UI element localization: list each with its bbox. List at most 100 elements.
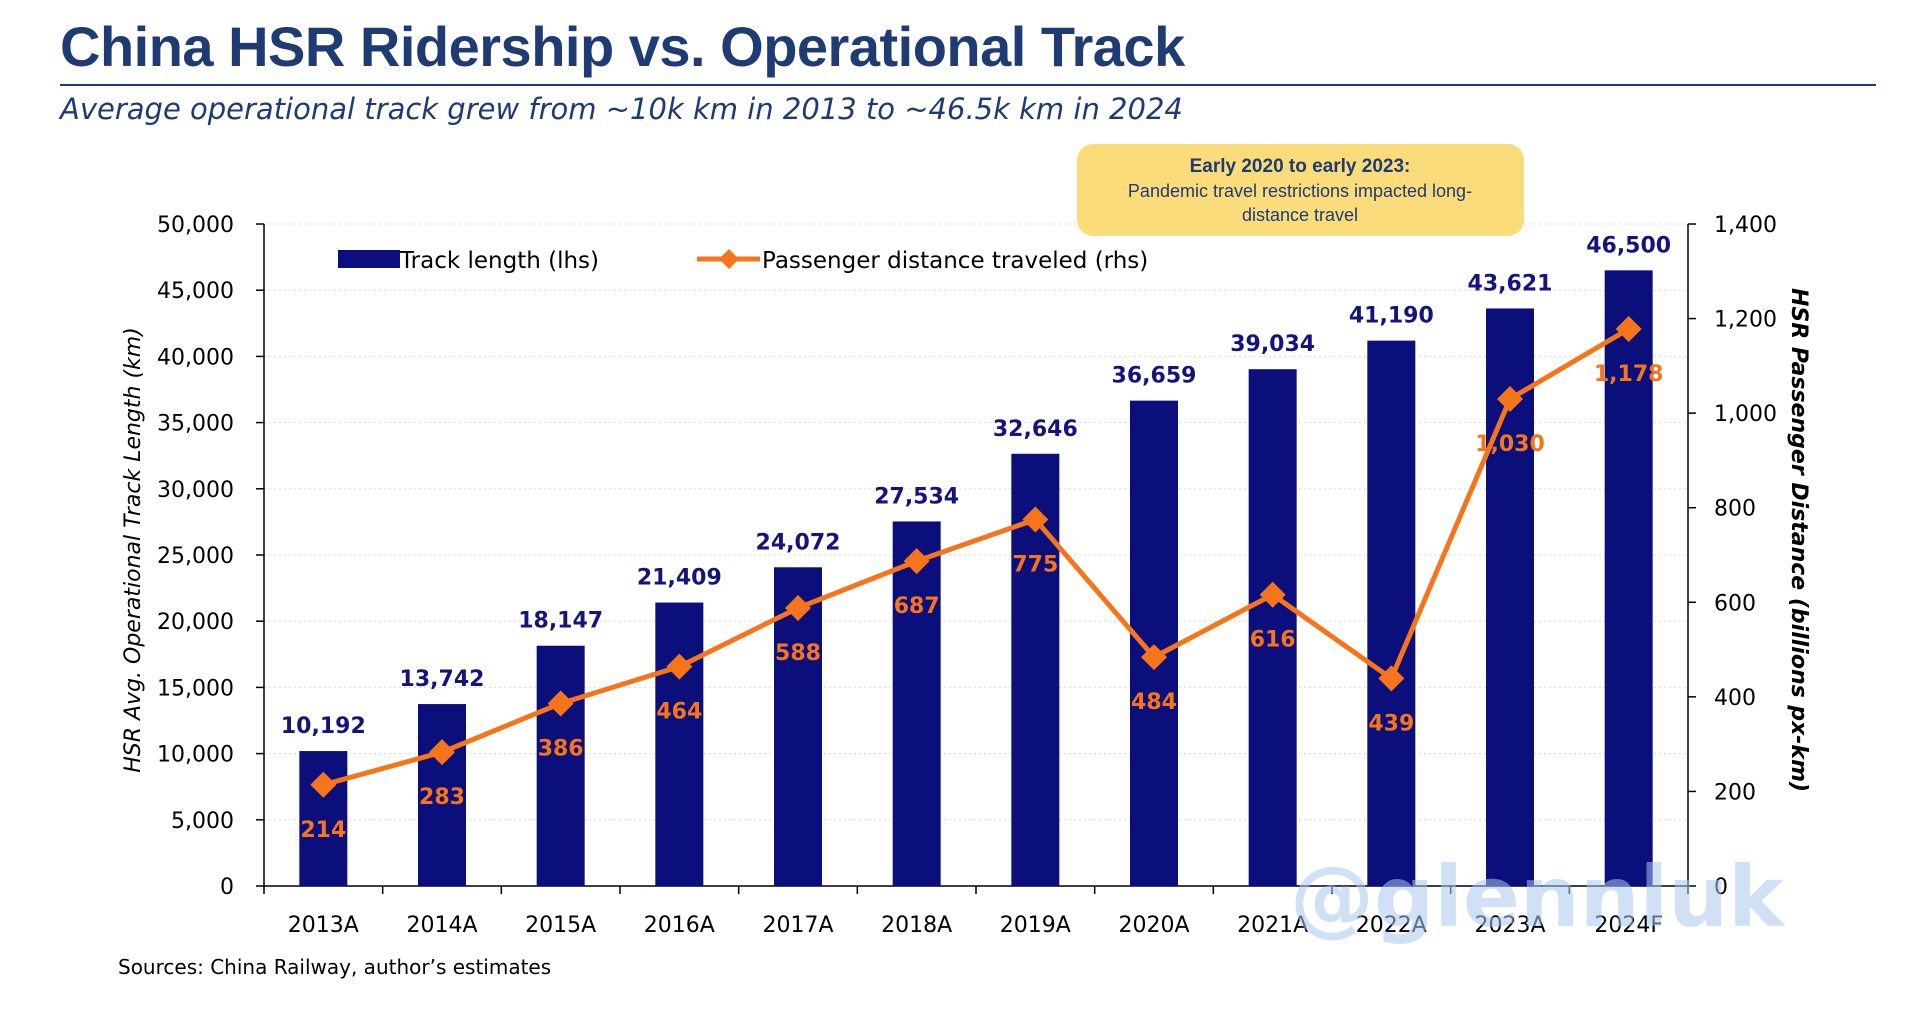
right-tick-label: 800 xyxy=(1714,497,1756,522)
x-tick-label: 2013A xyxy=(288,913,359,938)
line-data-label: 616 xyxy=(1250,628,1296,653)
legend-swatch-track-length xyxy=(338,250,400,268)
right-tick-label: 600 xyxy=(1714,591,1756,616)
line-point-diamond xyxy=(785,594,811,621)
left-tick-label: 50,000 xyxy=(157,213,234,238)
left-y-axis: 0 5,000 10,000 15,000 20,000 25,000 30,000 35,0… xyxy=(157,213,265,900)
right-y-axis: 0 200 400 600 800 1,000 1,200 1,400 xyxy=(1687,213,1777,900)
line-point-diamond xyxy=(1141,644,1167,671)
annotation-line-1: Pandemic travel restrictions impacted lo… xyxy=(1128,181,1472,201)
left-tick-label: 15,000 xyxy=(157,676,234,701)
line-data-label: 775 xyxy=(1012,553,1058,578)
x-tick-label: 2017A xyxy=(762,913,833,938)
bar xyxy=(536,645,585,886)
x-tick-label: 2023A xyxy=(1474,913,1545,938)
bar xyxy=(1130,400,1178,886)
left-tick-label: 30,000 xyxy=(157,478,234,503)
left-tick-label: 10,000 xyxy=(157,743,234,768)
legend-label-passenger-distance: Passenger distance traveled (rhs) xyxy=(762,248,1148,274)
line-point-diamond xyxy=(666,653,693,680)
bar-data-label: 18,147 xyxy=(518,609,603,634)
line-point-diamond xyxy=(310,771,337,798)
line-data-labels: 214 283 386 464 588 687 775 484 616 439 1,030 1,178 xyxy=(300,362,1663,843)
left-tick-label: 45,000 xyxy=(157,279,234,304)
left-tick-label: 25,000 xyxy=(157,544,234,569)
line-point-diamond xyxy=(903,548,930,575)
bar xyxy=(892,521,941,886)
right-tick-label: 1,200 xyxy=(1714,308,1777,333)
annotation-line-2: distance travel xyxy=(1242,205,1358,225)
right-tick-label: 200 xyxy=(1714,780,1756,805)
line-point-diamond xyxy=(547,690,574,717)
bar-data-label: 32,646 xyxy=(993,417,1078,442)
chart-title: China HSR Ridership vs. Operational Trac… xyxy=(60,15,1185,78)
line-data-label: 1,030 xyxy=(1475,432,1545,457)
pandemic-annotation: Early 2020 to early 2023: Pandemic trave… xyxy=(1077,144,1524,236)
bar-data-label: 27,534 xyxy=(874,484,959,509)
bar-data-label: 36,659 xyxy=(1112,364,1197,389)
bar xyxy=(418,704,466,886)
bar xyxy=(1604,270,1653,887)
line-point-diamond xyxy=(1259,581,1286,608)
bar xyxy=(655,602,704,886)
passenger-distance-line xyxy=(322,326,1630,788)
line-data-label: 464 xyxy=(656,700,702,725)
x-tick-label: 2020A xyxy=(1118,913,1189,938)
left-axis-title: HSR Avg. Operational Track Length (km) xyxy=(121,327,146,773)
right-tick-label: 1,000 xyxy=(1714,402,1777,427)
line-data-label: 283 xyxy=(419,785,465,810)
bar xyxy=(1367,340,1416,886)
bar-data-label: 46,500 xyxy=(1586,233,1671,258)
bar xyxy=(1248,369,1297,887)
x-tick-label: 2018A xyxy=(881,913,952,938)
line-series xyxy=(310,315,1642,798)
legend-swatch-diamond xyxy=(719,249,739,269)
left-tick-label: 35,000 xyxy=(157,412,234,437)
left-tick-label: 5,000 xyxy=(171,809,234,834)
line-data-label: 386 xyxy=(538,736,584,761)
x-axis: 2013A 2014A 2015A 2016A 2017A 2018A 2019A 2020A… xyxy=(263,885,1689,938)
bar-data-label: 39,034 xyxy=(1230,332,1315,357)
bar-data-label: 43,621 xyxy=(1468,271,1553,296)
line-data-label: 1,178 xyxy=(1594,362,1664,387)
x-tick-label: 2022A xyxy=(1356,913,1427,938)
title-divider xyxy=(60,84,1876,86)
bar-series xyxy=(299,270,1653,887)
line-data-label: 214 xyxy=(300,818,346,843)
source-note: Sources: China Railway, author’s estimat… xyxy=(118,955,552,979)
right-axis-title: HSR Passenger Distance (billions px-km) xyxy=(1786,288,1811,792)
bar-data-label: 13,742 xyxy=(400,667,485,692)
x-tick-label: 2021A xyxy=(1237,913,1308,938)
line-point-diamond xyxy=(1615,315,1642,342)
bar-data-label: 24,072 xyxy=(756,530,841,555)
line-point-diamond xyxy=(1022,506,1049,533)
bar-data-label: 41,190 xyxy=(1349,304,1434,329)
x-tick-label: 2019A xyxy=(1000,913,1071,938)
right-tick-label: 0 xyxy=(1714,875,1728,900)
legend-label-track-length: Track length (lhs) xyxy=(399,248,599,274)
legend: Track length (lhs) Passenger distance tr… xyxy=(338,248,1148,274)
left-tick-label: 0 xyxy=(220,875,234,900)
bar-data-label: 10,192 xyxy=(281,714,366,739)
line-point-diamond xyxy=(1378,665,1405,692)
right-tick-label: 1,400 xyxy=(1714,213,1777,238)
line-data-label: 588 xyxy=(775,641,821,666)
x-tick-label: 2016A xyxy=(644,913,715,938)
annotation-box xyxy=(1077,144,1524,236)
watermark: @glennluk xyxy=(1290,848,1786,946)
line-point-diamond xyxy=(429,739,455,766)
bar-data-label: 21,409 xyxy=(637,566,722,591)
annotation-heading: Early 2020 to early 2023: xyxy=(1190,156,1411,177)
line-data-label: 439 xyxy=(1368,711,1414,736)
x-tick-label: 2015A xyxy=(525,913,596,938)
bar-data-labels: 10,192 13,742 18,147 21,409 24,072 27,534 32,6… xyxy=(281,233,1671,739)
line-point-diamond xyxy=(1497,385,1523,412)
gridlines xyxy=(264,223,1688,821)
line-data-label: 484 xyxy=(1131,690,1177,715)
x-tick-label: 2014A xyxy=(406,913,477,938)
left-tick-label: 40,000 xyxy=(157,345,234,370)
chart-subtitle: Average operational track grew from ~10k… xyxy=(60,92,1183,126)
left-tick-label: 20,000 xyxy=(157,610,234,635)
right-tick-label: 400 xyxy=(1714,686,1756,711)
